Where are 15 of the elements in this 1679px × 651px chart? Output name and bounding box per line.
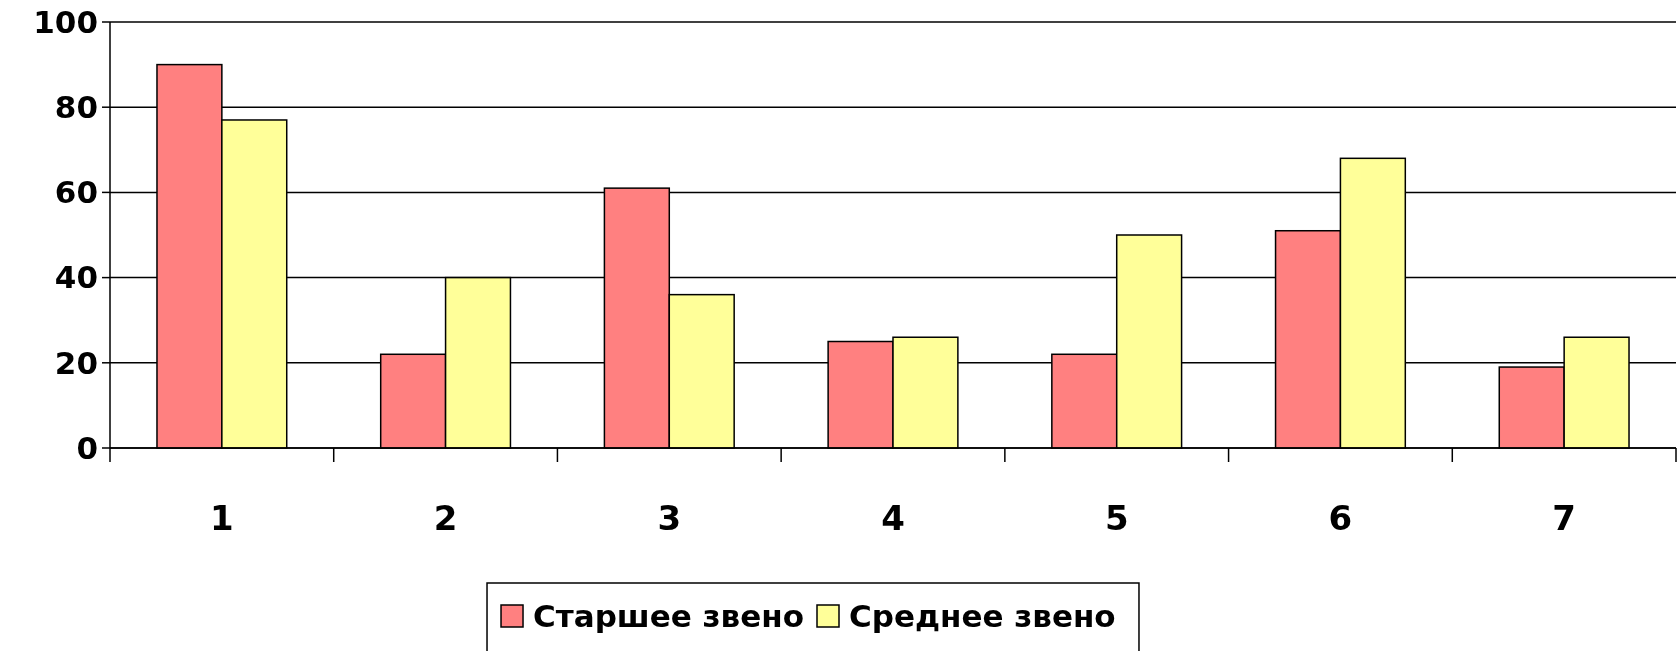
legend-label: Среднее звено [849, 598, 1116, 634]
x-tick-label: 2 [433, 498, 458, 538]
x-tick-label: 3 [657, 498, 682, 538]
y-tick-label: 0 [76, 429, 98, 466]
legend-label: Старшее звено [533, 598, 804, 634]
y-tick-label: 60 [54, 174, 98, 211]
y-tick-label: 80 [54, 89, 98, 126]
x-tick-label: 7 [1552, 498, 1576, 538]
x-tick-label: 5 [1104, 498, 1129, 538]
y-tick-label: 20 [54, 344, 98, 381]
y-tick-label: 100 [33, 3, 98, 40]
x-tick-label: 1 [210, 498, 234, 538]
y-tick-label: 40 [54, 259, 98, 296]
x-tick-label: 4 [881, 498, 905, 538]
x-tick-label: 6 [1328, 498, 1353, 538]
